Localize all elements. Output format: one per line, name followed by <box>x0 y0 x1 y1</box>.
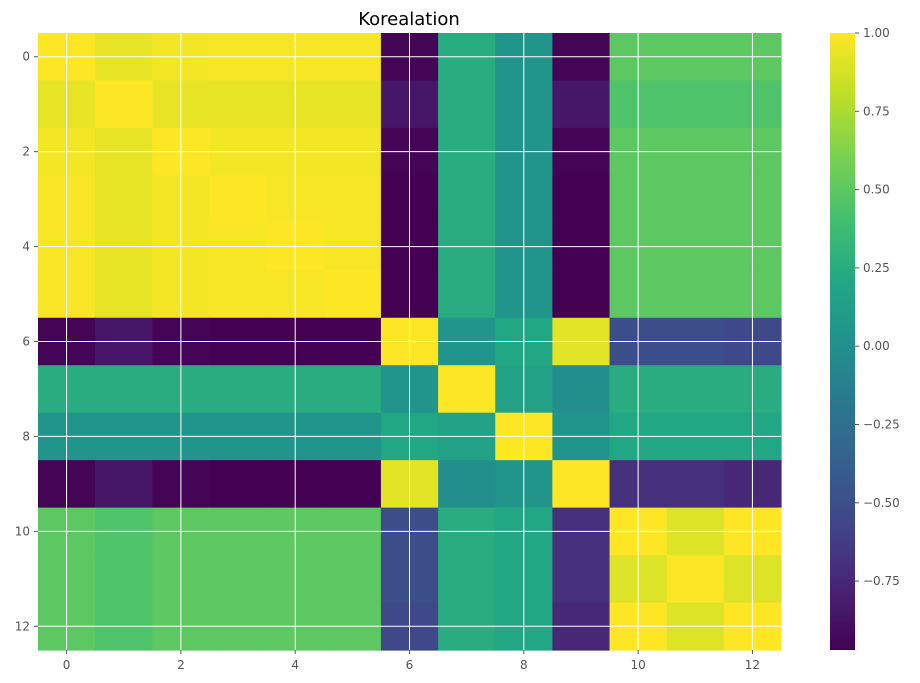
colorbar-tick-label: 0.00 <box>863 339 890 353</box>
heatmap-cell <box>209 80 268 129</box>
heatmap-cell <box>666 80 725 129</box>
y-axis-ticks: 0 2 4 6 8 10 12 <box>15 50 38 633</box>
y-tick-label: 2 <box>22 145 30 159</box>
heatmap-cell <box>438 270 496 319</box>
heatmap-cell <box>323 270 382 319</box>
heatmap-cell <box>666 555 725 604</box>
heatmap-cell <box>209 270 268 319</box>
heatmap-cell <box>666 460 725 509</box>
heatmap-cell <box>552 80 611 129</box>
y-tick-label: 12 <box>15 619 30 633</box>
colorbar-tick-label: 0.25 <box>863 261 890 275</box>
y-tick-label: 8 <box>22 429 30 443</box>
y-tick-label: 4 <box>22 240 30 254</box>
heatmap-cell <box>95 365 153 414</box>
colorbar-tick-label: 0.50 <box>863 183 890 197</box>
heatmap-cell <box>552 175 611 224</box>
x-tick-label: 12 <box>745 658 760 672</box>
heatmap-cell <box>209 555 268 604</box>
heatmap-cell <box>95 80 153 129</box>
heatmap-cell <box>438 80 496 129</box>
y-tick-label: 10 <box>15 524 30 538</box>
heatmap-cell <box>323 460 382 509</box>
colorbar-tick-label: −0.25 <box>863 417 900 431</box>
x-tick-label: 2 <box>177 658 185 672</box>
x-tick-label: 6 <box>406 658 414 672</box>
colorbar-tick-label: 0.75 <box>863 104 890 118</box>
x-tick-label: 8 <box>520 658 528 672</box>
colorbar <box>830 33 855 650</box>
heatmap-cell <box>323 365 382 414</box>
heatmap-cell <box>438 460 496 509</box>
x-axis-ticks: 0 2 4 6 8 10 12 <box>63 650 760 672</box>
colorbar-tick-label: −0.75 <box>863 574 900 588</box>
heatmap-cell <box>323 80 382 129</box>
colorbar-tick-label: −0.50 <box>863 496 900 510</box>
chart-title: Korealation <box>358 9 460 30</box>
heatmap-cell <box>438 175 496 224</box>
heatmap-cell <box>552 365 611 414</box>
heatmap-cell <box>95 175 153 224</box>
heatmap-cell <box>95 555 153 604</box>
heatmap-cell <box>666 365 725 414</box>
heatmap-cell <box>552 460 611 509</box>
x-tick-label: 4 <box>291 658 299 672</box>
heatmap-cell <box>666 175 725 224</box>
heatmap-cell <box>666 270 725 319</box>
heatmap-cell <box>209 460 268 509</box>
heatmap-cell <box>552 555 611 604</box>
y-tick-label: 0 <box>22 50 30 64</box>
grid-lines <box>38 33 781 650</box>
heatmap-cell <box>209 175 268 224</box>
heatmap-cell <box>209 365 268 414</box>
x-tick-label: 0 <box>63 658 71 672</box>
y-tick-label: 6 <box>22 335 30 349</box>
colorbar-tick-label: 1.00 <box>863 26 890 40</box>
heatmap-cell <box>323 175 382 224</box>
heatmap-cell <box>95 270 153 319</box>
heatmap-cell <box>552 270 611 319</box>
heatmap-cell <box>438 365 496 414</box>
heatmap-cell <box>438 555 496 604</box>
colorbar-ticks: 1.00 0.75 0.50 0.25 0.00 −0.25 −0.50 −0.75 <box>855 26 900 588</box>
heatmap-cell <box>95 460 153 509</box>
heatmap-cell <box>323 555 382 604</box>
x-tick-label: 10 <box>630 658 645 672</box>
